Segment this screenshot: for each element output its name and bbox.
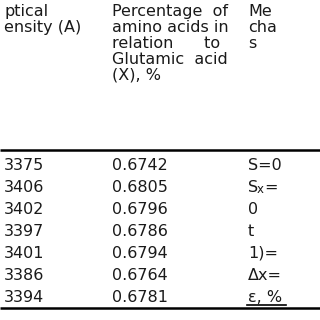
Text: 1)=: 1)=	[248, 245, 278, 260]
Text: Percentage  of: Percentage of	[112, 4, 228, 19]
Text: ptical: ptical	[4, 4, 48, 19]
Text: 0: 0	[248, 202, 258, 217]
Text: t: t	[248, 223, 254, 238]
Text: (X), %: (X), %	[112, 68, 161, 83]
Text: S: S	[248, 180, 258, 195]
Text: Me: Me	[248, 4, 272, 19]
Text: 0.6805: 0.6805	[112, 180, 168, 195]
Text: Δx=: Δx=	[248, 268, 282, 283]
Text: 3394: 3394	[4, 290, 44, 305]
Text: 0.6764: 0.6764	[112, 268, 168, 283]
Text: s: s	[248, 36, 256, 51]
Text: 3397: 3397	[4, 223, 44, 238]
Text: 0.6742: 0.6742	[112, 157, 168, 172]
Text: 0.6794: 0.6794	[112, 245, 168, 260]
Text: 0.6796: 0.6796	[112, 202, 168, 217]
Text: ensity (A): ensity (A)	[4, 20, 81, 35]
Text: 3386: 3386	[4, 268, 44, 283]
Text: =: =	[264, 180, 277, 195]
Text: 0.6786: 0.6786	[112, 223, 168, 238]
Text: Glutamic  acid: Glutamic acid	[112, 52, 228, 67]
Text: S=0: S=0	[248, 157, 282, 172]
Text: 0.6781: 0.6781	[112, 290, 168, 305]
Text: x: x	[257, 183, 264, 196]
Text: 3375: 3375	[4, 157, 44, 172]
Text: cha: cha	[248, 20, 277, 35]
Text: ε, %: ε, %	[248, 290, 282, 305]
Text: 3406: 3406	[4, 180, 44, 195]
Text: amino acids in: amino acids in	[112, 20, 228, 35]
Text: 3402: 3402	[4, 202, 44, 217]
Text: 3401: 3401	[4, 245, 44, 260]
Text: relation      to: relation to	[112, 36, 220, 51]
